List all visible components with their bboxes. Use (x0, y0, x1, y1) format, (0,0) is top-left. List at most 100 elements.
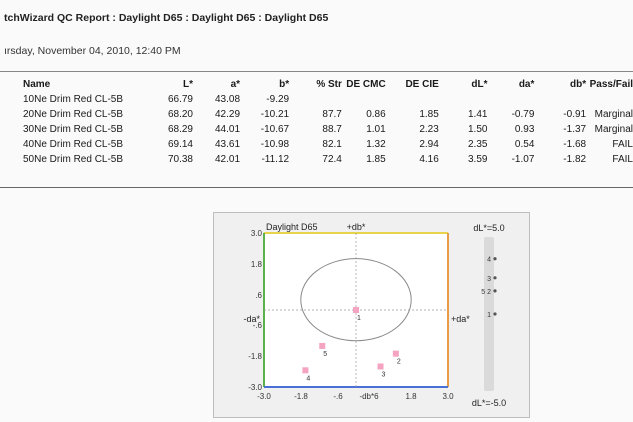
table-bottom-divider (0, 187, 633, 188)
cell-pass-fail (586, 92, 633, 107)
color-difference-chart-panel: Daylight D65 +db* +da* -da* 3.0 1.8 .6 -… (213, 212, 530, 418)
table-header-row: Name L* a* b* % Str DE CMC DE CIE dL* da… (16, 76, 633, 92)
plus-db-label: +db* (347, 222, 366, 232)
cell-de-cmc (342, 92, 386, 107)
cell-l: 68.29 (140, 122, 193, 137)
cell-dl: 1.50 (439, 122, 488, 137)
x-tick-label: 1.8 (405, 392, 417, 401)
cell-a: 42.01 (193, 152, 240, 167)
report-title: tchWizard QC Report : Daylight D65 : Day… (4, 12, 328, 24)
cell-de-cmc: 0.86 (342, 107, 386, 122)
dadb-scatter-plot: Daylight D65 +db* +da* -da* 3.0 1.8 .6 -… (214, 213, 529, 417)
table-row: 50Ne Drim Red CL-5B 70.38 42.01 -11.12 7… (16, 152, 633, 167)
cell-de-cie (386, 92, 439, 107)
cell-b: -9.29 (240, 92, 289, 107)
cell-a: 42.29 (193, 107, 240, 122)
qc-results-table: Name L* a* b* % Str DE CMC DE CIE dL* da… (16, 76, 633, 167)
report-date: ırsday, November 04, 2010, 12:40 PM (4, 45, 181, 57)
col-header-dl: dL* (439, 76, 488, 92)
col-header-de-cie: DE CIE (386, 76, 439, 92)
cell-dl: 3.59 (439, 152, 488, 167)
cell-da: 0.54 (487, 137, 534, 152)
sample-point-label: 2 (397, 359, 401, 366)
dl-marker-dot (493, 289, 496, 292)
cell-pass-fail: Marginal (586, 107, 633, 122)
cell-b: -10.98 (240, 137, 289, 152)
cell-pass-fail: FAIL (586, 137, 633, 152)
dl-marker-dot (493, 312, 496, 315)
table-row: 20Ne Drim Red CL-5B 68.20 42.29 -10.21 8… (16, 107, 633, 122)
col-header-pass-fail: Pass/Fail (586, 76, 633, 92)
cell-str: 72.4 (289, 152, 342, 167)
table-row: 40Ne Drim Red CL-5B 69.14 43.61 -10.98 8… (16, 137, 633, 152)
y-tick-label: .6 (255, 291, 262, 300)
cell-db: -0.91 (534, 107, 586, 122)
cell-da: -0.79 (487, 107, 534, 122)
cell-b: -10.21 (240, 107, 289, 122)
sample-point-1 (353, 307, 359, 313)
table-top-divider (0, 71, 633, 72)
cell-name: 30Ne Drim Red CL-5B (16, 122, 140, 137)
y-tick-label: -1.8 (248, 352, 262, 361)
sample-point-label: 3 (382, 371, 386, 378)
plus-da-label: +da* (451, 314, 470, 324)
cell-dl (439, 92, 488, 107)
cell-a: 44.01 (193, 122, 240, 137)
cell-pass-fail: Marginal (586, 122, 633, 137)
cell-str: 82.1 (289, 137, 342, 152)
y-tick-label: 1.8 (251, 260, 263, 269)
cell-name: 40Ne Drim Red CL-5B (16, 137, 140, 152)
col-header-l: L* (140, 76, 193, 92)
dl-marker-label: 4 (487, 257, 491, 264)
cell-l: 70.38 (140, 152, 193, 167)
cell-db: -1.82 (534, 152, 586, 167)
cell-db: -1.68 (534, 137, 586, 152)
cell-str: 87.7 (289, 107, 342, 122)
cell-de-cmc: 1.32 (342, 137, 386, 152)
cell-de-cmc: 1.01 (342, 122, 386, 137)
cell-da (487, 92, 534, 107)
cell-l: 69.14 (140, 137, 193, 152)
col-header-b: b* (240, 76, 289, 92)
cell-dl: 1.41 (439, 107, 488, 122)
cell-de-cie: 2.94 (386, 137, 439, 152)
x-tick-label: -.6 (333, 392, 343, 401)
sample-point-label: 1 (357, 315, 361, 322)
x-tick-label: -1.8 (294, 392, 308, 401)
sample-point-4 (302, 367, 308, 373)
minus-db-label: -db*6 (359, 392, 379, 401)
cell-pass-fail: FAIL (586, 152, 633, 167)
cell-db (534, 92, 586, 107)
cell-de-cie: 2.23 (386, 122, 439, 137)
table-row: 10Ne Drim Red CL-5B 66.79 43.08 -9.29 (16, 92, 633, 107)
cell-name: 20Ne Drim Red CL-5B (16, 107, 140, 122)
sample-point-2 (393, 351, 399, 357)
cell-da: 0.93 (487, 122, 534, 137)
cell-a: 43.61 (193, 137, 240, 152)
sample-point-3 (378, 363, 384, 369)
y-tick-label: -.6 (253, 321, 263, 330)
cell-a: 43.08 (193, 92, 240, 107)
col-header-name: Name (16, 76, 140, 92)
cell-da: -1.07 (487, 152, 534, 167)
sample-point-5 (319, 343, 325, 349)
cell-str (289, 92, 342, 107)
col-header-a: a* (193, 76, 240, 92)
table-row: 30Ne Drim Red CL-5B 68.29 44.01 -10.67 8… (16, 122, 633, 137)
col-header-de-cmc: DE CMC (342, 76, 386, 92)
cell-name: 10Ne Drim Red CL-5B (16, 92, 140, 107)
cell-l: 66.79 (140, 92, 193, 107)
y-tick-label: -3.0 (248, 383, 262, 392)
x-tick-label: 3.0 (442, 392, 454, 401)
cell-de-cie: 4.16 (386, 152, 439, 167)
dl-marker-dot (493, 276, 496, 279)
chart-title: Daylight D65 (266, 222, 318, 232)
cell-db: -1.37 (534, 122, 586, 137)
cell-name: 50Ne Drim Red CL-5B (16, 152, 140, 167)
cell-dl: 2.35 (439, 137, 488, 152)
cell-str: 88.7 (289, 122, 342, 137)
col-header-db: db* (534, 76, 586, 92)
cell-b: -10.67 (240, 122, 289, 137)
dl-top-label: dL*=5.0 (473, 223, 504, 233)
dl-marker-dot (493, 257, 496, 260)
